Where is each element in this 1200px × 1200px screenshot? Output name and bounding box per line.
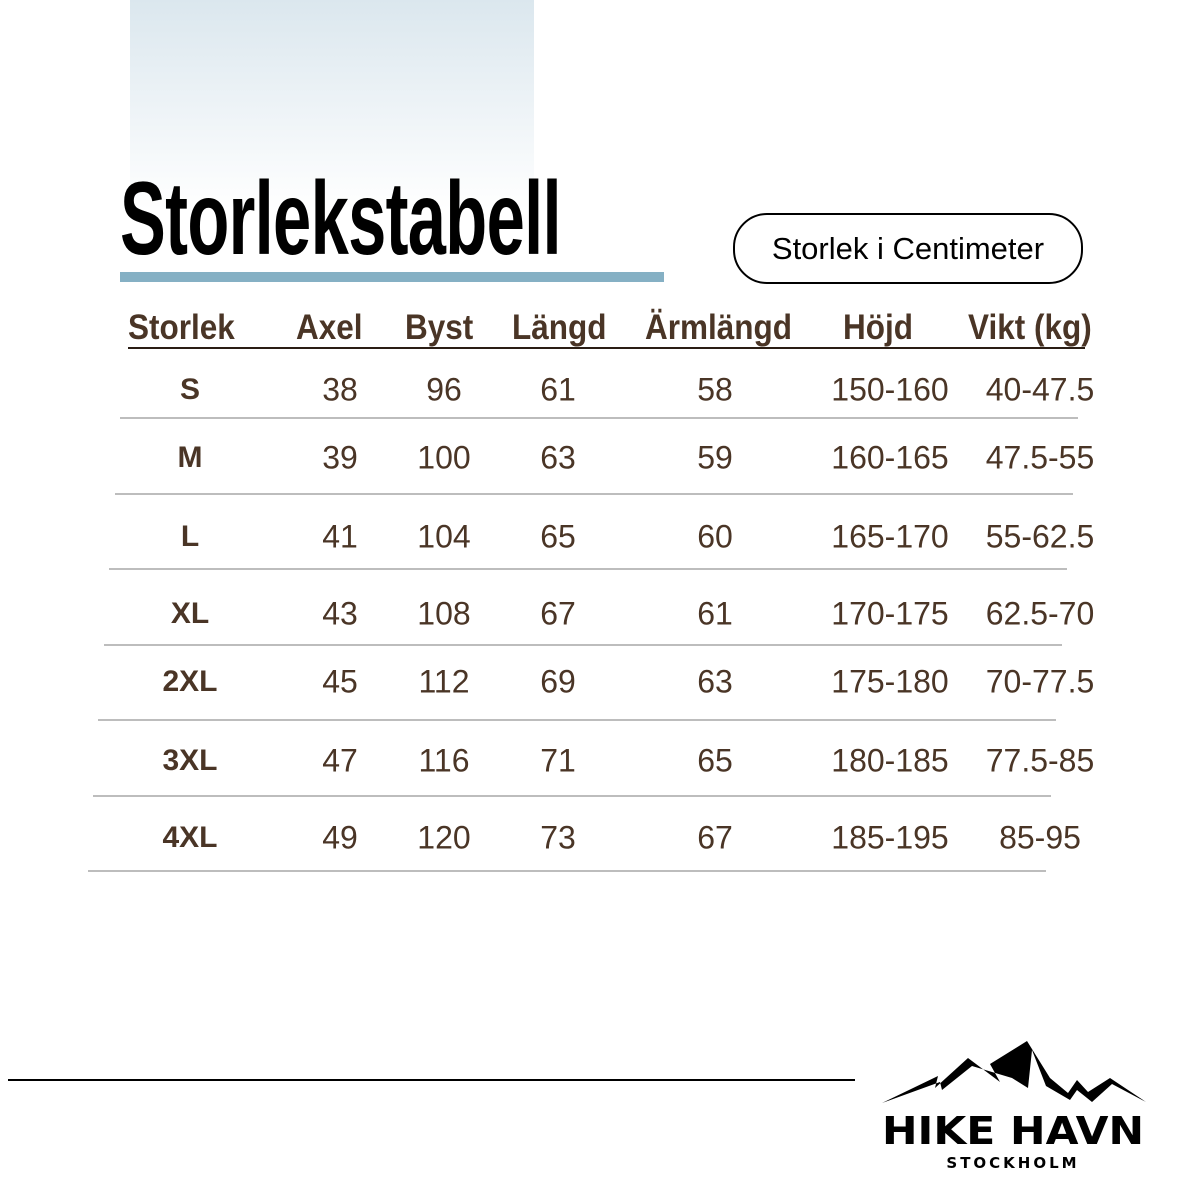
size-label: 2XL <box>162 665 218 698</box>
table-cell: 45 <box>322 663 358 700</box>
footer-divider <box>8 1079 855 1081</box>
table-cell: 116 <box>418 742 470 779</box>
title-accent-bar <box>120 272 664 282</box>
brand-subtitle: STOCKHOLM <box>946 1154 1079 1172</box>
row-divider <box>114 492 1073 495</box>
table-cell: 59 <box>697 439 733 476</box>
unit-badge: Storlek i Centimeter <box>733 213 1083 284</box>
table-cell: 61 <box>540 371 576 408</box>
table-cell: 60 <box>697 518 733 555</box>
header-divider <box>128 347 1085 349</box>
column-header: Ärmlängd <box>645 308 793 347</box>
page-title: Storlekstabell <box>120 161 562 277</box>
size-label: 3XL <box>162 744 218 777</box>
table-cell: 150-160 <box>831 371 949 408</box>
row-divider <box>109 568 1068 570</box>
table-cell: 69 <box>540 663 576 700</box>
table-cell: 61 <box>697 595 733 632</box>
table-cell: 120 <box>417 819 471 856</box>
column-header: Längd <box>512 308 607 347</box>
table-cell: 100 <box>417 439 471 476</box>
column-header: Axel <box>296 308 363 347</box>
table-cell: 49 <box>322 819 358 856</box>
table-cell: 85-95 <box>999 819 1081 856</box>
table-cell: 47 <box>322 742 358 779</box>
column-header: Höjd <box>843 308 913 347</box>
size-label: M <box>177 441 203 474</box>
size-label: 4XL <box>162 821 218 854</box>
table-cell: 104 <box>417 518 471 555</box>
column-header: Vikt (kg) <box>968 308 1092 347</box>
table-cell: 175-180 <box>831 663 949 700</box>
table-cell: 58 <box>697 371 733 408</box>
table-cell: 108 <box>417 595 471 632</box>
table-cell: 67 <box>697 819 733 856</box>
table-cell: 65 <box>540 518 576 555</box>
table-cell: 55-62.5 <box>985 518 1095 555</box>
table-cell: 77.5-85 <box>985 742 1095 779</box>
table-cell: 62.5-70 <box>985 595 1095 632</box>
table-cell: 63 <box>697 663 733 700</box>
table-cell: 43 <box>322 595 358 632</box>
table-cell: 47.5-55 <box>985 439 1095 476</box>
table-cell: 112 <box>418 663 470 700</box>
table-cell: 70-77.5 <box>985 663 1095 700</box>
row-divider <box>98 719 1057 721</box>
mountain-icon: HIKE HAVN STOCKHOLM <box>882 1041 1146 1172</box>
row-divider <box>103 643 1062 646</box>
table-cell: 38 <box>322 371 358 408</box>
table-cell: 165-170 <box>831 518 949 555</box>
brand-logo: HIKE HAVN STOCKHOLM <box>880 1038 1146 1174</box>
size-label: XL <box>170 597 210 630</box>
size-label: L <box>180 520 200 553</box>
table-cell: 67 <box>540 595 576 632</box>
table-cell: 185-195 <box>831 819 949 856</box>
decorative-gradient <box>130 0 534 210</box>
table-cell: 41 <box>322 518 358 555</box>
row-divider <box>93 794 1051 797</box>
row-divider <box>120 417 1078 419</box>
row-divider <box>87 870 1046 872</box>
size-label: S <box>179 373 201 406</box>
table-cell: 73 <box>540 819 576 856</box>
brand-name: HIKE HAVN <box>882 1109 1144 1153</box>
column-header: Byst <box>405 308 474 347</box>
table-cell: 170-175 <box>831 595 949 632</box>
table-cell: 39 <box>322 439 358 476</box>
table-cell: 65 <box>697 742 733 779</box>
column-header: Storlek <box>128 308 235 347</box>
table-cell: 71 <box>540 742 576 779</box>
table-cell: 63 <box>540 439 576 476</box>
table-cell: 40-47.5 <box>985 371 1095 408</box>
table-cell: 160-165 <box>831 439 949 476</box>
table-cell: 180-185 <box>831 742 949 779</box>
table-cell: 96 <box>426 371 462 408</box>
